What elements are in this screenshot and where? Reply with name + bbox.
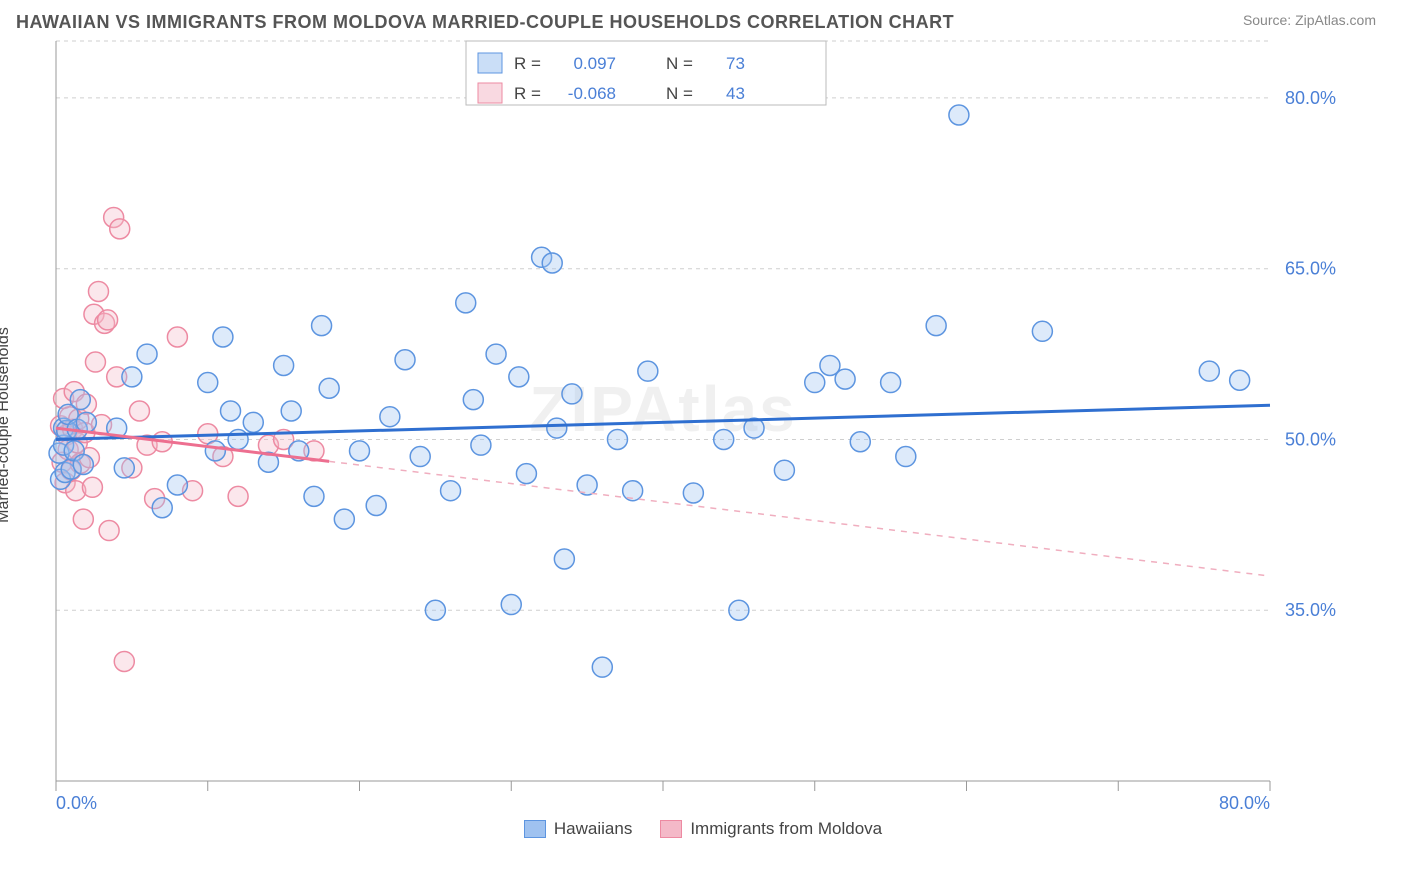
legend-swatch xyxy=(478,53,502,73)
data-point xyxy=(380,407,400,427)
data-point xyxy=(274,355,294,375)
data-point xyxy=(85,352,105,372)
data-point xyxy=(949,105,969,125)
data-point xyxy=(129,401,149,421)
legend-n-value: 73 xyxy=(726,54,745,73)
data-point xyxy=(221,401,241,421)
data-point xyxy=(228,486,248,506)
data-point xyxy=(805,373,825,393)
data-point xyxy=(1032,321,1052,341)
x-tick-label: 80.0% xyxy=(1219,793,1270,813)
data-point xyxy=(774,460,794,480)
data-point xyxy=(881,373,901,393)
legend-n-label: N = xyxy=(666,54,693,73)
data-point xyxy=(835,369,855,389)
data-point xyxy=(114,458,134,478)
data-point xyxy=(213,327,233,347)
data-point xyxy=(729,600,749,620)
source-label: Source: ZipAtlas.com xyxy=(1243,12,1376,28)
legend-r-value: -0.068 xyxy=(568,84,616,103)
data-point xyxy=(366,495,386,515)
data-point xyxy=(410,447,430,467)
data-point xyxy=(850,432,870,452)
data-point xyxy=(152,498,172,518)
data-point xyxy=(122,367,142,387)
y-tick-label: 80.0% xyxy=(1285,88,1336,108)
data-point xyxy=(76,412,96,432)
data-point xyxy=(683,483,703,503)
data-point xyxy=(896,447,916,467)
data-point xyxy=(88,281,108,301)
data-point xyxy=(486,344,506,364)
data-point xyxy=(334,509,354,529)
legend-label: Hawaiians xyxy=(554,819,632,839)
legend-swatch xyxy=(660,820,682,838)
data-point xyxy=(463,390,483,410)
legend-r-label: R = xyxy=(514,84,541,103)
data-point xyxy=(110,219,130,239)
data-point xyxy=(592,657,612,677)
data-point xyxy=(312,316,332,336)
data-point xyxy=(70,390,90,410)
data-point xyxy=(114,651,134,671)
data-point xyxy=(542,253,562,273)
data-point xyxy=(350,441,370,461)
data-point xyxy=(1199,361,1219,381)
data-point xyxy=(714,429,734,449)
data-point xyxy=(471,435,491,455)
x-tick-label: 0.0% xyxy=(56,793,97,813)
data-point xyxy=(98,310,118,330)
legend-r-value: 0.097 xyxy=(573,54,616,73)
data-point xyxy=(167,327,187,347)
legend-r-label: R = xyxy=(514,54,541,73)
data-point xyxy=(304,486,324,506)
data-point xyxy=(228,429,248,449)
legend-item: Immigrants from Moldova xyxy=(660,819,882,839)
data-point xyxy=(547,418,567,438)
data-point xyxy=(281,401,301,421)
legend-n-value: 43 xyxy=(726,84,745,103)
data-point xyxy=(205,441,225,461)
chart-title: HAWAIIAN VS IMMIGRANTS FROM MOLDOVA MARR… xyxy=(16,12,954,33)
data-point xyxy=(516,464,536,484)
data-point xyxy=(456,293,476,313)
data-point xyxy=(607,429,627,449)
data-point xyxy=(638,361,658,381)
chart-container: Married-couple Households 35.0%50.0%65.0… xyxy=(16,35,1390,815)
y-axis-label: Married-couple Households xyxy=(0,327,13,523)
data-point xyxy=(441,481,461,501)
y-tick-label: 35.0% xyxy=(1285,600,1336,620)
trend-line-extrapolated xyxy=(329,461,1270,576)
bottom-legend: Hawaiians Immigrants from Moldova xyxy=(0,819,1406,839)
data-point xyxy=(99,521,119,541)
legend-item: Hawaiians xyxy=(524,819,632,839)
data-point xyxy=(562,384,582,404)
data-point xyxy=(395,350,415,370)
data-point xyxy=(501,595,521,615)
data-point xyxy=(509,367,529,387)
data-point xyxy=(167,475,187,495)
data-point xyxy=(73,509,93,529)
data-point xyxy=(243,412,263,432)
data-point xyxy=(73,455,93,475)
data-point xyxy=(82,477,102,497)
data-point xyxy=(1230,370,1250,390)
data-point xyxy=(926,316,946,336)
y-tick-label: 65.0% xyxy=(1285,259,1336,279)
legend-label: Immigrants from Moldova xyxy=(690,819,882,839)
y-tick-label: 50.0% xyxy=(1285,429,1336,449)
data-point xyxy=(198,373,218,393)
scatter-chart: 35.0%50.0%65.0%80.0%0.0%80.0%ZIPAtlasR =… xyxy=(16,35,1346,815)
legend-swatch xyxy=(478,83,502,103)
data-point xyxy=(554,549,574,569)
data-point xyxy=(137,344,157,364)
data-point xyxy=(319,378,339,398)
legend-n-label: N = xyxy=(666,84,693,103)
legend-swatch xyxy=(524,820,546,838)
data-point xyxy=(425,600,445,620)
